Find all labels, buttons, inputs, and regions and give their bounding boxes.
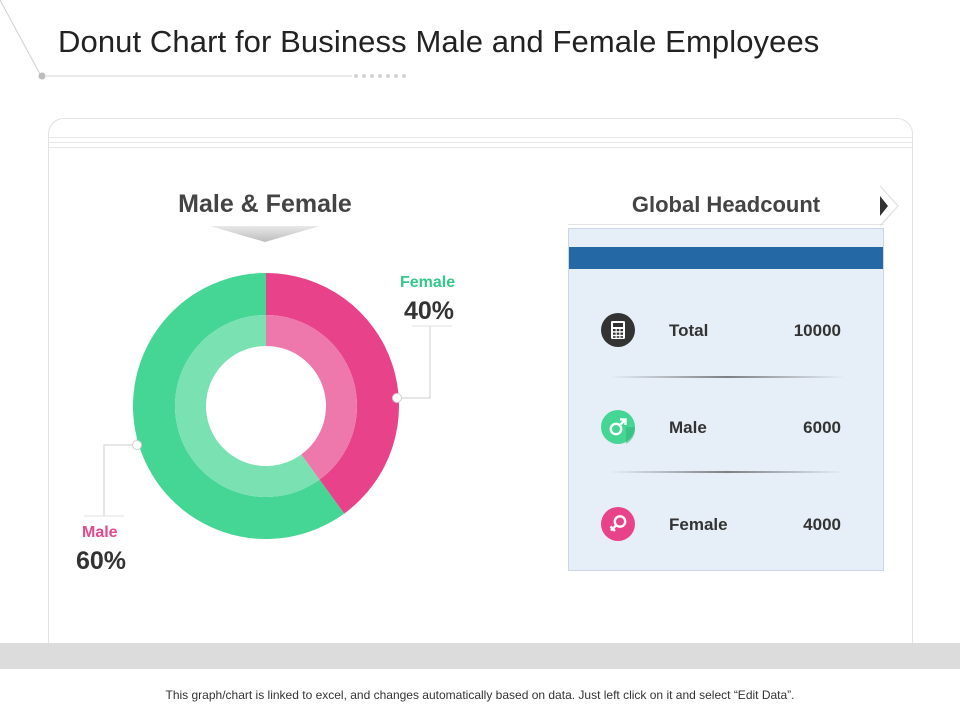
male-slice-label: Male bbox=[82, 524, 118, 541]
female-leader-line-dot bbox=[392, 393, 402, 403]
male-icon bbox=[601, 410, 635, 444]
headcount-row-male: Male 6000 bbox=[569, 410, 883, 450]
card-header-lines bbox=[49, 137, 912, 157]
chevron-right-icon bbox=[880, 196, 888, 216]
chart-title-pointer bbox=[210, 226, 320, 242]
page-title: Donut Chart for Business Male and Female… bbox=[58, 24, 820, 59]
headcount-total-label: Total bbox=[669, 321, 709, 340]
headcount-title-frame bbox=[879, 186, 899, 226]
headcount-male-value: 6000 bbox=[803, 418, 841, 437]
headcount-total-value: 10000 bbox=[793, 321, 841, 340]
calculator-icon bbox=[601, 313, 635, 347]
headcount-female-label: Female bbox=[669, 515, 728, 534]
female-icon bbox=[601, 507, 635, 541]
male-leader-line-dot bbox=[132, 440, 142, 450]
headcount-row-total: Total 10000 bbox=[569, 313, 883, 353]
headcount-separator bbox=[609, 471, 845, 473]
headcount-female-value: 4000 bbox=[803, 515, 841, 534]
donut-slice-inner-male bbox=[175, 315, 320, 497]
headcount-header-bar bbox=[569, 247, 883, 269]
female-slice-value: 40% bbox=[404, 297, 455, 325]
headcount-title-underline bbox=[568, 224, 884, 225]
donut-slice-male bbox=[133, 273, 345, 539]
male-slice-value: 60% bbox=[76, 547, 127, 575]
headcount-male-label: Male bbox=[669, 418, 707, 437]
headcount-separator bbox=[609, 376, 845, 378]
female-leader-line bbox=[397, 326, 431, 399]
headcount-panel: Total 10000 Male 6000 Female bbox=[568, 228, 884, 571]
female-slice-label: Female bbox=[400, 274, 456, 291]
headcount-title: Global Headcount bbox=[631, 192, 821, 217]
footer-band bbox=[0, 643, 960, 669]
donut-slice-female bbox=[266, 273, 400, 514]
male-leader-line bbox=[103, 444, 137, 516]
headcount-row-female: Female 4000 bbox=[569, 507, 883, 547]
chart-title: Male & Female bbox=[178, 190, 352, 218]
footer-note: This graph/chart is linked to excel, and… bbox=[165, 688, 795, 702]
donut-slice-inner-female bbox=[266, 315, 357, 480]
